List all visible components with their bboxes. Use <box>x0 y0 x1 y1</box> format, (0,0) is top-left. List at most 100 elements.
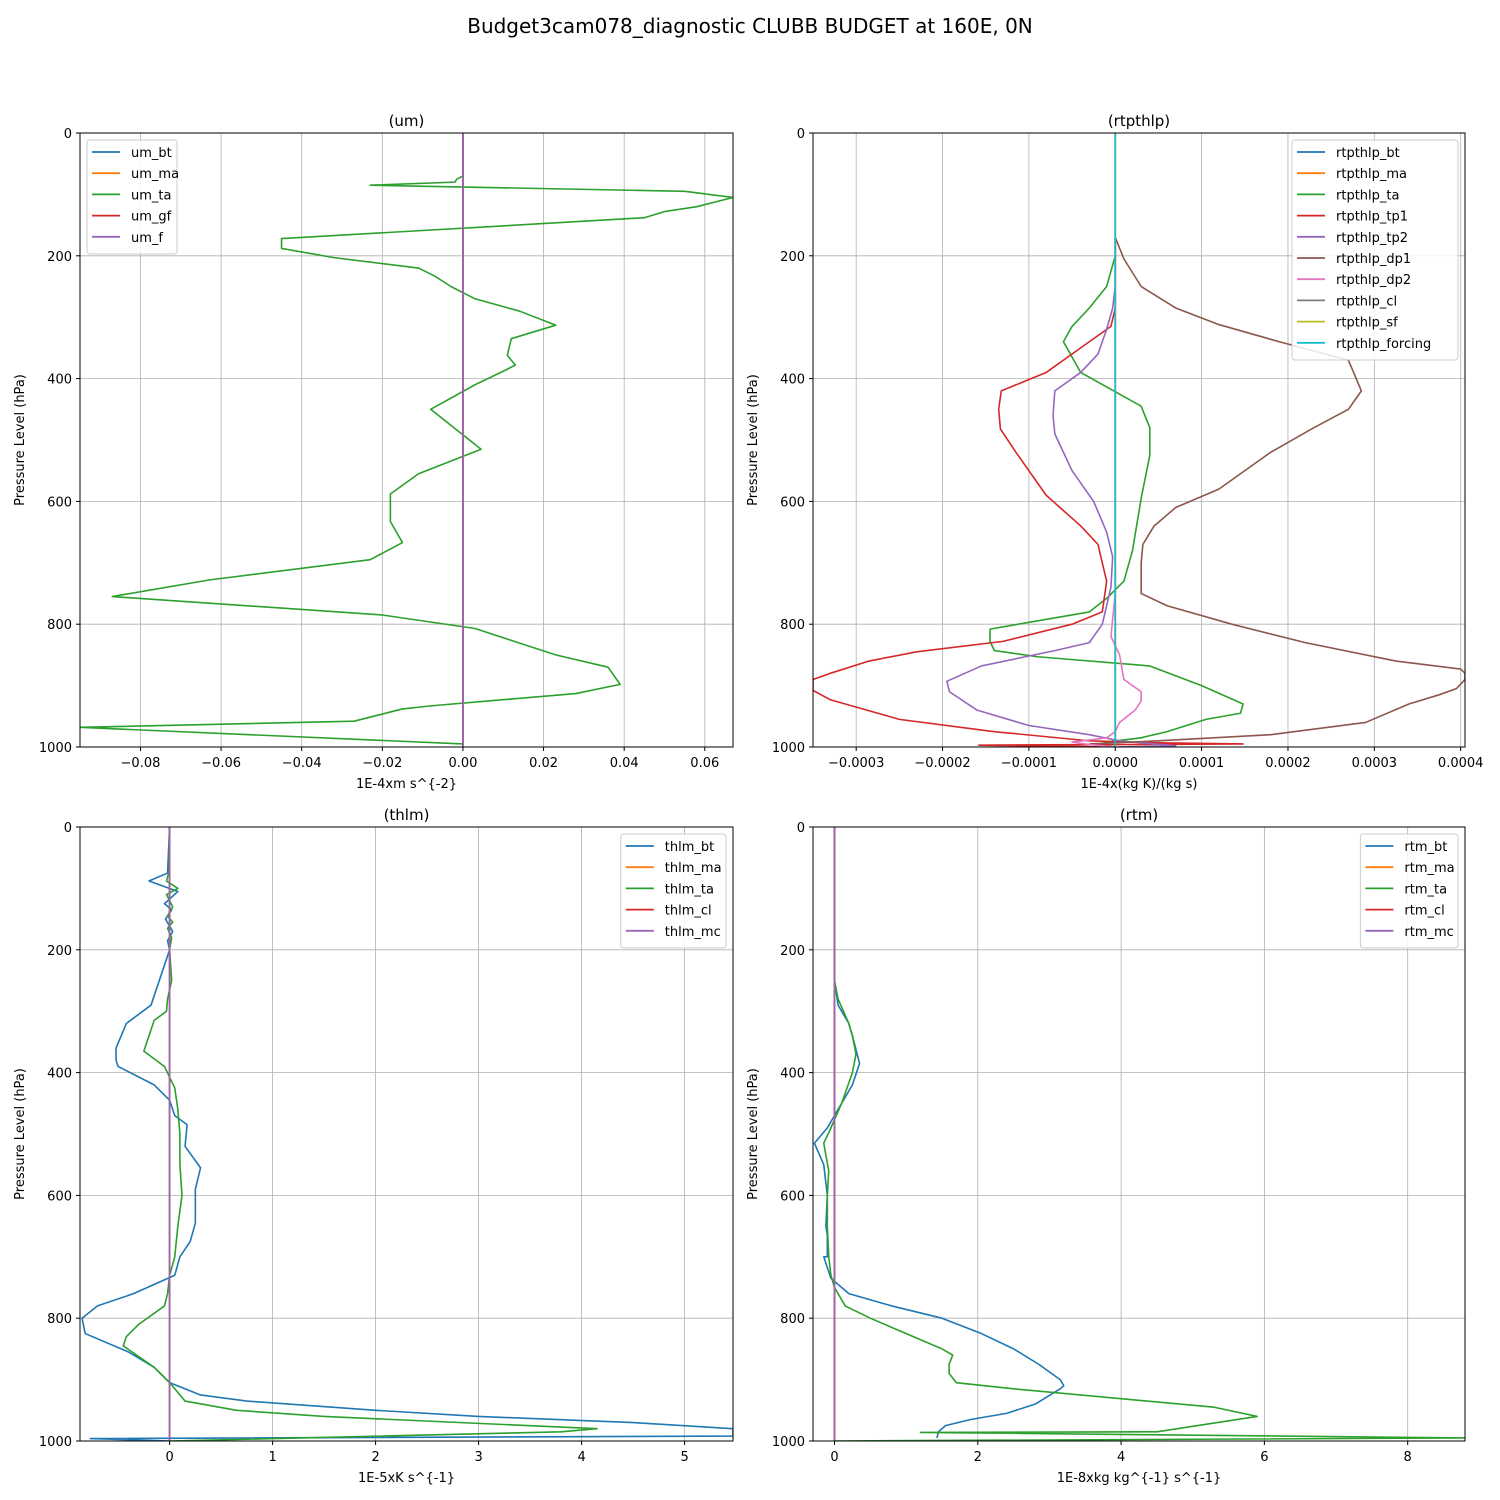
subplot-1: −0.0003 −0.0002 −0.0001 0.0000 0.0001 0.0002 0… <box>746 112 1483 792</box>
legend-label: rtpthlp_sf <box>1336 316 1398 331</box>
legend-label: thlm_ta <box>665 882 714 897</box>
legend-label: thlm_bt <box>665 840 714 855</box>
legend-label: thlm_mc <box>665 925 721 940</box>
subplot-title: (um) <box>389 112 425 130</box>
x-tick-label: −0.04 <box>282 756 322 771</box>
axes-frame <box>812 132 1466 748</box>
x-tick-label: 2 <box>371 1450 379 1465</box>
y-tick-label: 400 <box>780 373 805 388</box>
y-tick-label: 1000 <box>772 1435 805 1450</box>
legend-label: rtm_bt <box>1404 840 1447 855</box>
x-axis-label: 1E-4x(kg K)/(kg s) <box>1081 777 1198 792</box>
series-group <box>813 133 1465 747</box>
y-tick-label: 800 <box>780 618 805 633</box>
y-axis-label: Pressure Level (hPa) <box>13 1068 28 1200</box>
y-tick-label: 1000 <box>39 1435 72 1450</box>
y-tick-label: 800 <box>47 1312 72 1327</box>
legend-box <box>620 833 727 949</box>
x-axis-label: 1E-4xm s^{-2} <box>356 777 457 792</box>
y-tick-label: 800 <box>780 1312 805 1327</box>
y-axis-label: Pressure Level (hPa) <box>13 374 28 506</box>
x-tick-label: 8 <box>1404 1450 1412 1465</box>
y-tick-label: 600 <box>47 1189 72 1204</box>
legend-label: rtpthlp_tp1 <box>1336 210 1408 225</box>
y-tick-label: 600 <box>780 495 805 510</box>
series-line-rtpthlp_tp1 <box>813 237 1244 747</box>
legend: thlm_bt thlm_ma thlm_ta thlm_cl thlm_mc <box>620 833 727 949</box>
x-tick-label: −0.06 <box>201 756 241 771</box>
legend-label: rtpthlp_dp1 <box>1336 252 1411 267</box>
series-line-um_ta <box>80 133 733 747</box>
x-tick-label: 4 <box>577 1450 585 1465</box>
figure-title: Budget3cam078_diagnostic CLUBB BUDGET at… <box>467 14 1033 38</box>
legend-label: rtpthlp_tp2 <box>1336 231 1408 246</box>
x-tick-label: 0.04 <box>610 756 639 771</box>
legend-label: rtpthlp_cl <box>1336 294 1397 309</box>
y-tick-label: 0 <box>64 821 72 836</box>
series-line-rtm_bt <box>813 827 1065 1439</box>
series-group <box>81 827 733 1441</box>
legend-label: um_ta <box>131 188 171 203</box>
series-line-thlm_ta <box>122 827 598 1441</box>
y-tick-label: 600 <box>780 1189 805 1204</box>
y-tick-label: 200 <box>47 250 72 265</box>
y-tick-label: 0 <box>797 127 805 142</box>
legend-label: rtpthlp_ma <box>1336 167 1407 182</box>
legend-label: um_gf <box>131 210 172 225</box>
subplot-3: 0 2 4 6 8 0 200 400 600 800 1000 (rtm) 1E-8xkg kg^{-… <box>746 806 1466 1486</box>
x-tick-label: 0.00 <box>448 756 477 771</box>
y-tick-label: 400 <box>47 1067 72 1082</box>
y-tick-label: 200 <box>47 944 72 959</box>
legend: rtpthlp_bt rtpthlp_ma rtpthlp_ta rtpthlp_tp… <box>1291 139 1459 361</box>
series-line-thlm_bt <box>81 827 733 1441</box>
legend-label: rtpthlp_ta <box>1336 188 1399 203</box>
y-tick-label: 400 <box>47 373 72 388</box>
y-axis-label: Pressure Level (hPa) <box>746 1068 761 1200</box>
x-tick-label: 4 <box>1117 1450 1125 1465</box>
axes-frame <box>812 826 1466 1442</box>
series-line-rtpthlp_ta <box>989 237 1244 747</box>
x-tick-label: −0.0002 <box>914 756 970 771</box>
axes-frame <box>79 132 734 748</box>
series-line-rtpthlp_tp2 <box>946 237 1177 747</box>
series-line-rtm_ta <box>822 827 1465 1441</box>
legend-box <box>1359 833 1459 949</box>
x-tick-label: 0.0000 <box>1093 756 1139 771</box>
legend-label: rtm_cl <box>1404 904 1444 919</box>
x-tick-label: 0.06 <box>690 756 719 771</box>
y-tick-label: 200 <box>780 250 805 265</box>
x-tick-label: −0.08 <box>121 756 161 771</box>
legend-label: um_ma <box>131 167 179 182</box>
series-line-rtpthlp_dp2 <box>1071 237 1142 747</box>
x-tick-label: −0.0003 <box>828 756 884 771</box>
x-tick-label: 0 <box>165 1450 173 1465</box>
legend-label: rtm_ta <box>1404 882 1447 897</box>
subplot-2: 0 1 2 3 4 5 0 200 400 600 800 1000 (thlm) 1E-5xK s^{-… <box>13 806 734 1486</box>
y-tick-label: 1000 <box>39 741 72 756</box>
legend-box <box>1291 139 1459 361</box>
x-tick-label: −0.0001 <box>1001 756 1057 771</box>
y-tick-label: 600 <box>47 495 72 510</box>
y-axis-label: Pressure Level (hPa) <box>746 374 761 506</box>
x-tick-label: 0.0003 <box>1352 756 1398 771</box>
x-tick-label: 3 <box>474 1450 482 1465</box>
x-tick-label: −0.02 <box>362 756 402 771</box>
series-line-rtpthlp_dp1 <box>1089 237 1465 745</box>
legend: um_bt um_ma um_ta um_gf um_f <box>86 139 179 255</box>
legend-label: rtpthlp_bt <box>1336 146 1400 161</box>
legend-label: thlm_ma <box>665 861 722 876</box>
legend-label: rtpthlp_forcing <box>1336 337 1431 352</box>
legend-label: rtm_mc <box>1404 925 1453 940</box>
x-axis-label: 1E-8xkg kg^{-1} s^{-1} <box>1057 1471 1222 1486</box>
x-tick-label: 0.0001 <box>1179 756 1225 771</box>
y-tick-label: 200 <box>780 944 805 959</box>
x-tick-label: 5 <box>680 1450 688 1465</box>
legend-label: um_f <box>131 231 163 246</box>
x-tick-label: 0.0004 <box>1438 756 1484 771</box>
legend: rtm_bt rtm_ma rtm_ta rtm_cl rtm_mc <box>1359 833 1459 949</box>
subplot-title: (thlm) <box>384 806 430 824</box>
x-tick-label: 0 <box>830 1450 838 1465</box>
subplot-title: (rtm) <box>1120 806 1158 824</box>
y-tick-label: 1000 <box>772 741 805 756</box>
